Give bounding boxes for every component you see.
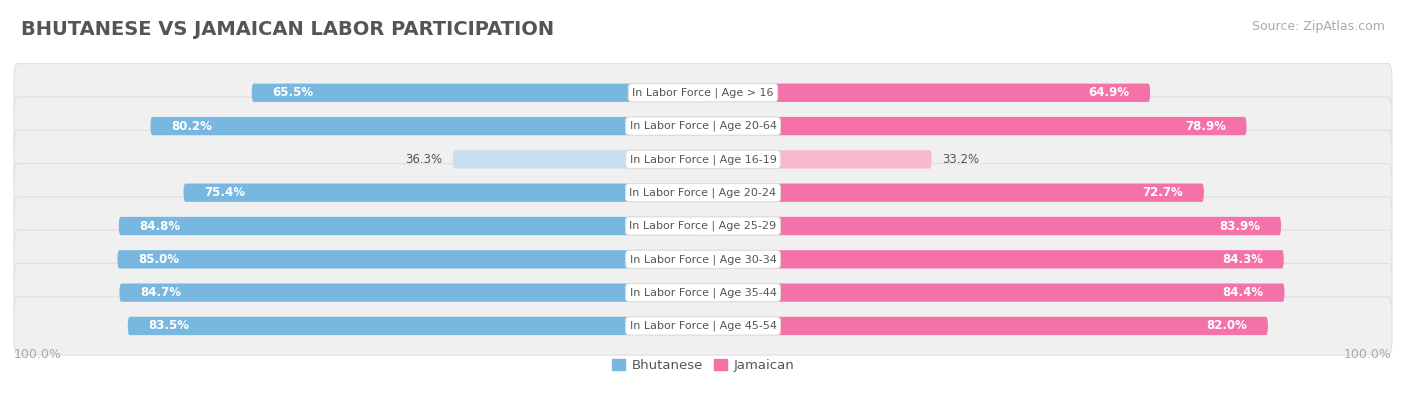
- Legend: Bhutanese, Jamaican: Bhutanese, Jamaican: [606, 354, 800, 377]
- Text: 84.4%: 84.4%: [1223, 286, 1264, 299]
- FancyBboxPatch shape: [120, 284, 703, 302]
- FancyBboxPatch shape: [703, 317, 1268, 335]
- FancyBboxPatch shape: [14, 64, 1392, 122]
- Text: 85.0%: 85.0%: [138, 253, 179, 266]
- FancyBboxPatch shape: [703, 250, 1284, 269]
- Text: 84.7%: 84.7%: [141, 286, 181, 299]
- FancyBboxPatch shape: [14, 263, 1392, 322]
- Text: 78.9%: 78.9%: [1185, 120, 1226, 133]
- FancyBboxPatch shape: [14, 130, 1392, 188]
- Text: In Labor Force | Age > 16: In Labor Force | Age > 16: [633, 88, 773, 98]
- FancyBboxPatch shape: [184, 184, 703, 202]
- FancyBboxPatch shape: [14, 297, 1392, 355]
- FancyBboxPatch shape: [703, 84, 1150, 102]
- FancyBboxPatch shape: [14, 230, 1392, 288]
- FancyBboxPatch shape: [453, 150, 703, 169]
- Text: Source: ZipAtlas.com: Source: ZipAtlas.com: [1251, 20, 1385, 33]
- FancyBboxPatch shape: [150, 117, 703, 135]
- Text: In Labor Force | Age 25-29: In Labor Force | Age 25-29: [630, 221, 776, 231]
- FancyBboxPatch shape: [128, 317, 703, 335]
- FancyBboxPatch shape: [703, 117, 1247, 135]
- Text: 100.0%: 100.0%: [14, 348, 62, 361]
- FancyBboxPatch shape: [117, 250, 703, 269]
- FancyBboxPatch shape: [252, 84, 703, 102]
- Text: 84.3%: 84.3%: [1222, 253, 1263, 266]
- Text: 100.0%: 100.0%: [1344, 348, 1392, 361]
- Text: 83.9%: 83.9%: [1219, 220, 1260, 233]
- Text: 80.2%: 80.2%: [172, 120, 212, 133]
- FancyBboxPatch shape: [118, 217, 703, 235]
- Text: BHUTANESE VS JAMAICAN LABOR PARTICIPATION: BHUTANESE VS JAMAICAN LABOR PARTICIPATIO…: [21, 20, 554, 39]
- Text: 33.2%: 33.2%: [942, 153, 979, 166]
- Text: 84.8%: 84.8%: [139, 220, 180, 233]
- Text: In Labor Force | Age 35-44: In Labor Force | Age 35-44: [630, 288, 776, 298]
- Text: 75.4%: 75.4%: [204, 186, 245, 199]
- Text: In Labor Force | Age 20-24: In Labor Force | Age 20-24: [630, 188, 776, 198]
- FancyBboxPatch shape: [14, 197, 1392, 255]
- Text: 72.7%: 72.7%: [1143, 186, 1184, 199]
- Text: In Labor Force | Age 16-19: In Labor Force | Age 16-19: [630, 154, 776, 165]
- FancyBboxPatch shape: [14, 97, 1392, 155]
- FancyBboxPatch shape: [703, 284, 1285, 302]
- FancyBboxPatch shape: [703, 184, 1204, 202]
- Text: 82.0%: 82.0%: [1206, 320, 1247, 333]
- FancyBboxPatch shape: [703, 150, 932, 169]
- Text: 65.5%: 65.5%: [273, 86, 314, 99]
- Text: In Labor Force | Age 20-64: In Labor Force | Age 20-64: [630, 121, 776, 131]
- Text: 36.3%: 36.3%: [405, 153, 443, 166]
- Text: In Labor Force | Age 45-54: In Labor Force | Age 45-54: [630, 321, 776, 331]
- Text: 83.5%: 83.5%: [149, 320, 190, 333]
- FancyBboxPatch shape: [703, 217, 1281, 235]
- Text: In Labor Force | Age 30-34: In Labor Force | Age 30-34: [630, 254, 776, 265]
- FancyBboxPatch shape: [14, 164, 1392, 222]
- Text: 64.9%: 64.9%: [1088, 86, 1129, 99]
